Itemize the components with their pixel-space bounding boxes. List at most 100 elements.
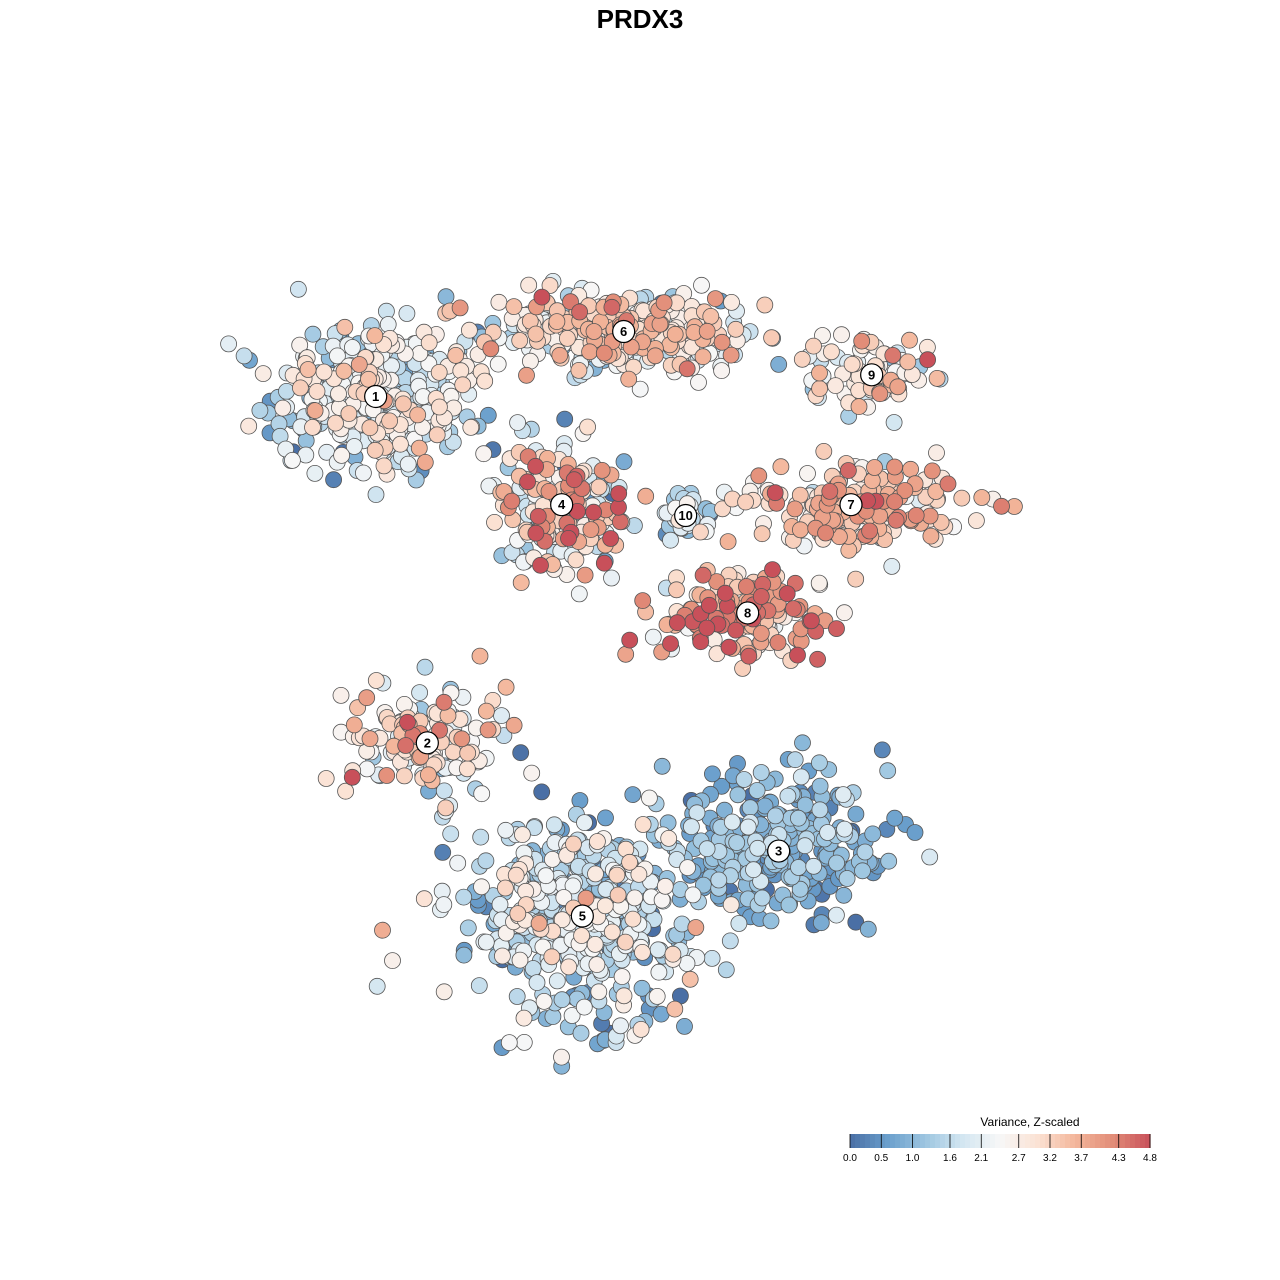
cell-point xyxy=(447,346,465,364)
cell-point xyxy=(394,395,412,413)
cell-point xyxy=(602,530,619,547)
cell-point xyxy=(702,307,720,325)
cell-point xyxy=(343,339,361,356)
cell-point xyxy=(723,813,741,831)
cell-point xyxy=(939,475,957,493)
cell-point xyxy=(512,744,530,762)
cell-point xyxy=(453,730,471,748)
cluster-label-text: 10 xyxy=(678,508,692,523)
cell-point xyxy=(617,933,634,951)
colorbar-segment xyxy=(1060,1134,1066,1148)
cluster-label-badge xyxy=(550,493,574,517)
cell-point xyxy=(378,767,396,784)
cell-point xyxy=(632,1021,650,1038)
colorbar-segment xyxy=(875,1134,881,1148)
cell-point xyxy=(530,915,548,932)
cell-point xyxy=(828,854,845,872)
cell-point xyxy=(678,360,696,378)
colorbar-segment xyxy=(945,1134,951,1148)
cell-point xyxy=(836,820,853,838)
cell-point xyxy=(375,457,393,475)
cell-point xyxy=(953,489,971,507)
cell-point xyxy=(922,527,940,545)
cell-point xyxy=(786,500,804,518)
cell-point xyxy=(472,828,490,846)
colorbar-segment xyxy=(1030,1134,1036,1148)
cell-point xyxy=(681,970,699,988)
cell-point xyxy=(847,570,865,588)
cell-point xyxy=(358,689,376,707)
cluster-label-badge xyxy=(570,904,594,928)
cell-point xyxy=(328,347,346,365)
cell-point xyxy=(527,457,544,475)
cell-point xyxy=(454,376,472,394)
cell-point xyxy=(428,426,446,444)
cell-point xyxy=(477,702,495,720)
cell-point xyxy=(692,523,709,541)
cell-point xyxy=(528,974,546,991)
cell-point xyxy=(648,988,666,1005)
cell-point xyxy=(653,891,671,909)
cell-point xyxy=(633,979,651,997)
colorbar-segment xyxy=(855,1134,861,1148)
cell-point xyxy=(921,848,939,866)
cell-point xyxy=(304,418,321,436)
cell-point xyxy=(833,326,850,344)
colorbar-segment xyxy=(990,1134,996,1148)
colorbar-segment xyxy=(960,1134,966,1148)
colorbar-segment xyxy=(1015,1134,1021,1148)
cell-point xyxy=(880,852,898,870)
cell-point xyxy=(730,915,748,932)
cell-point xyxy=(291,336,309,354)
cell-point xyxy=(548,972,566,990)
colorbar-segment xyxy=(900,1134,906,1148)
cell-point xyxy=(766,484,784,502)
cell-point xyxy=(333,446,351,464)
cell-point xyxy=(360,370,377,388)
colorbar-tick-label: 4.3 xyxy=(1112,1153,1126,1164)
cell-point xyxy=(278,382,295,400)
cell-point xyxy=(529,507,547,525)
cluster-label-7: 7 xyxy=(839,493,863,517)
cell-point xyxy=(337,782,355,800)
cluster-label-6: 6 xyxy=(612,319,636,344)
cell-point xyxy=(533,288,551,306)
cell-point xyxy=(828,906,845,924)
cell-point xyxy=(455,888,473,906)
cell-point xyxy=(713,333,731,351)
cell-point xyxy=(509,414,526,432)
cell-point xyxy=(621,853,638,871)
cell-point xyxy=(533,783,551,801)
cluster-label-badge xyxy=(364,384,388,409)
cell-point xyxy=(655,294,673,312)
cluster-label-text: 9 xyxy=(868,367,875,382)
cell-point xyxy=(336,318,354,336)
cluster-labels-layer: 1 6 9 7 4 10 8 2 3 5 xyxy=(364,319,884,928)
colorbar-segment xyxy=(885,1134,891,1148)
cell-point xyxy=(503,492,521,510)
cluster-label-9: 9 xyxy=(860,363,884,387)
colorbar-tick-label: 2.7 xyxy=(1012,1153,1026,1164)
cell-point xyxy=(473,785,491,803)
cell-point xyxy=(486,514,503,531)
cell-point xyxy=(840,462,857,479)
cell-point xyxy=(576,566,594,584)
cell-point xyxy=(435,896,453,913)
colorbar-title: Variance, Z-scaled xyxy=(980,1115,1079,1129)
cell-point xyxy=(902,460,919,478)
cell-point xyxy=(508,988,526,1005)
cell-point xyxy=(649,941,667,959)
cell-point xyxy=(420,334,438,352)
cell-point xyxy=(646,347,664,365)
cell-point xyxy=(886,809,904,827)
chart-title: PRDX3 xyxy=(596,4,684,34)
cell-point xyxy=(836,604,853,622)
colorbar-segment xyxy=(870,1134,876,1148)
cell-point xyxy=(630,866,648,883)
cell-point xyxy=(299,361,317,378)
cell-point xyxy=(515,1009,533,1027)
cell-point xyxy=(740,647,758,665)
cell-point xyxy=(907,507,925,524)
cell-point xyxy=(327,414,344,432)
cell-point xyxy=(764,561,781,578)
